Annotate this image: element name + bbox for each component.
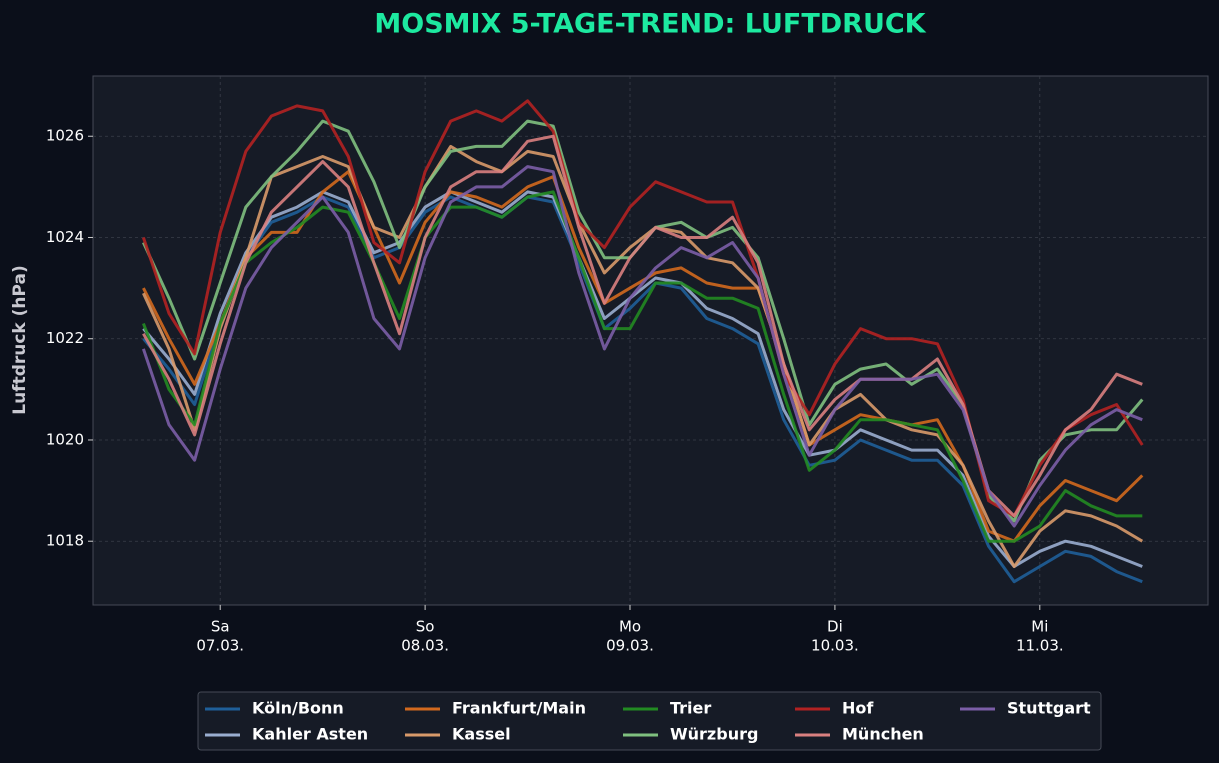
x-tick-label: Sa: [211, 618, 230, 636]
y-tick-label: 1026: [46, 127, 84, 145]
x-tick-label: So: [416, 618, 435, 636]
legend-label: Hof: [842, 699, 874, 718]
x-tick-label: Di: [827, 618, 843, 636]
y-tick-label: 1022: [46, 329, 84, 347]
legend-label: Stuttgart: [1007, 699, 1091, 718]
legend-label: Trier: [670, 699, 711, 718]
legend-label: Würzburg: [670, 725, 758, 744]
x-tick-label: 07.03.: [196, 637, 244, 655]
line-series: [142, 144, 1144, 568]
y-axis-label: Luftdruck (hPa): [10, 265, 30, 415]
x-tick-label: Mi: [1031, 618, 1048, 636]
legend-label: Köln/Bonn: [252, 699, 344, 718]
line-series: [142, 190, 1143, 568]
line-series: [142, 190, 1143, 543]
x-tick-label: 08.03.: [401, 637, 449, 655]
x-tick-label: 09.03.: [606, 637, 654, 655]
legend-label: München: [842, 725, 924, 744]
y-tick-label: 1024: [46, 228, 84, 246]
legend-label: Frankfurt/Main: [452, 699, 586, 718]
chart-title: MOSMIX 5-TAGE-TREND: LUFTDRUCK: [374, 9, 926, 40]
legend-label: Kassel: [452, 725, 511, 744]
y-tick-label: 1020: [46, 430, 84, 448]
plot-area: [92, 75, 1209, 606]
line-series: [142, 170, 1144, 543]
x-tick-label: 10.03.: [811, 637, 859, 655]
line-series: [142, 195, 1143, 584]
x-tick-label: Mo: [619, 618, 641, 636]
x-tick-label: 11.03.: [1016, 637, 1064, 655]
legend-label: Kahler Asten: [252, 725, 368, 744]
y-tick-label: 1018: [46, 532, 84, 550]
line-series: [141, 165, 1143, 528]
